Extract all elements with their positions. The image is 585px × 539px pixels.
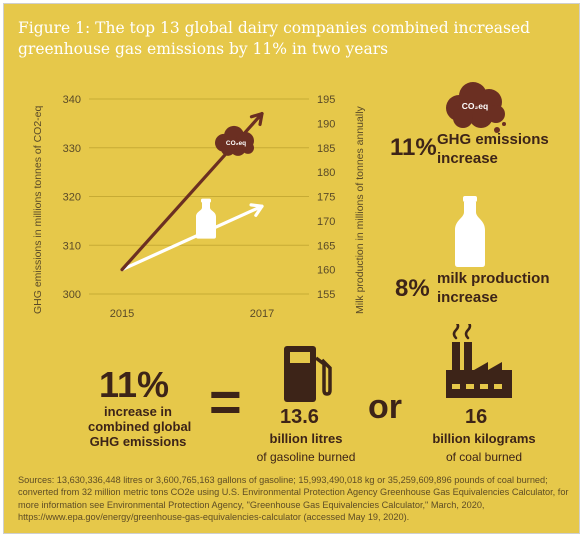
y-right-tick-label: 155: [317, 289, 335, 301]
y-right-tick-label: 190: [317, 118, 335, 130]
co2-cloud-label: CO₂eq: [226, 140, 246, 147]
gasoline-unit: billion litres: [269, 431, 343, 446]
milk-bottle-icon: [196, 201, 216, 239]
y-right-tick-label: 165: [317, 240, 335, 252]
y-left-tick-label: 310: [63, 240, 81, 252]
coal-sub: of coal burned: [445, 450, 523, 464]
equivalence-desc-line3: GHG emissions: [89, 434, 187, 449]
y-right-tick-label: 180: [317, 167, 335, 179]
gasoline-value: 13.6: [280, 406, 319, 428]
y-left-tick-label: 330: [63, 143, 81, 155]
figure-title: Figure 1: The top 13 global dairy compan…: [18, 19, 531, 58]
milk-bottle-icon: [455, 196, 485, 267]
y-right-tick-label: 160: [317, 265, 335, 277]
y-right-tick-label: 185: [317, 143, 335, 155]
y-left-tick-label: 320: [63, 192, 81, 204]
y-left-tick-label: 300: [63, 289, 81, 301]
co2-cloud-icon: CO₂eq: [446, 82, 506, 133]
equals-sign: =: [209, 370, 242, 433]
co2-cloud-label: CO₂eq: [462, 101, 488, 111]
coal-value: 16: [465, 406, 488, 428]
y-left-axis-title: GHG emissions in millions tonnes of CO2-…: [32, 105, 44, 314]
coal-unit: billion kilograms: [432, 431, 536, 446]
equivalence-percent: 11%: [99, 364, 170, 405]
gasoline-sub: of gasoline burned: [256, 450, 356, 464]
sources-note: Sources: 13,630,336,448 litres or 3,600,…: [18, 475, 569, 522]
milk-bottle-cap: [201, 198, 211, 203]
co2-cloud-puff: [221, 141, 235, 156]
y-left-tick-label: 340: [63, 94, 81, 106]
y-right-axis-title: Milk production in millions of tonnes an…: [354, 106, 366, 314]
x-tick-label: 2017: [250, 308, 274, 320]
ghg-callout-line1: GHG emissions: [437, 131, 549, 148]
equivalence-desc-line2: combined global: [88, 419, 192, 434]
milk-series-line-arrowhead: [249, 203, 264, 217]
milk-callout-line2: increase: [437, 289, 498, 306]
ghg-series-line-arrowhead: [249, 112, 264, 127]
infographic: Figure 1: The top 13 global dairy compan…: [3, 3, 580, 534]
factory-icon: [446, 324, 512, 398]
dual-axis-line-chart: 300 310 320 330 340 155 160 165 170 175 180 185 190 1…: [63, 94, 336, 320]
ghg-callout-line2: increase: [437, 150, 498, 167]
co2-cloud-puff: [242, 141, 254, 154]
x-tick-label: 2015: [110, 308, 134, 320]
y-right-tick-label: 170: [317, 216, 335, 228]
milk-callout-percent: 8%: [395, 275, 430, 302]
y-right-tick-label: 195: [317, 94, 335, 106]
y-right-tick-label: 175: [317, 192, 335, 204]
ghg-callout-percent: 11%: [390, 134, 437, 161]
or-word: or: [368, 388, 402, 426]
gas-pump-icon: [284, 346, 332, 402]
milk-series-line: [120, 204, 264, 272]
equivalence-desc-line1: increase in: [104, 404, 172, 419]
milk-callout-line1: milk production: [437, 270, 550, 287]
